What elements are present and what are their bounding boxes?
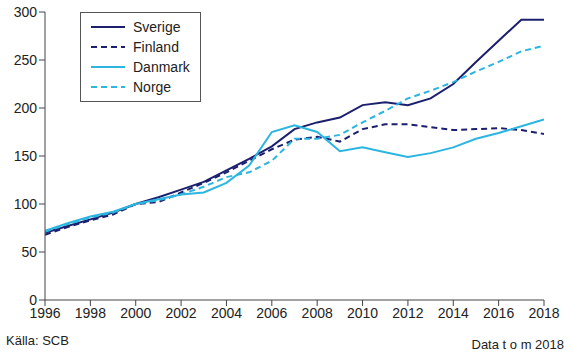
svg-text:2000: 2000 bbox=[120, 305, 151, 321]
svg-text:2006: 2006 bbox=[256, 305, 287, 321]
svg-text:1996: 1996 bbox=[29, 304, 61, 321]
svg-text:200: 200 bbox=[14, 100, 38, 116]
html-text:Finland: Finland bbox=[133, 39, 179, 55]
svg-text:2016: 2016 bbox=[483, 305, 514, 321]
html-text:Norge: Norge bbox=[133, 79, 172, 95]
html-text:Sverige: Sverige bbox=[133, 19, 181, 35]
svg-text:2012: 2012 bbox=[392, 305, 423, 321]
html-text:Källa: SCB: Källa: SCB bbox=[6, 333, 69, 348]
svg-text:2002: 2002 bbox=[166, 305, 197, 321]
svg-text:2018: 2018 bbox=[528, 305, 559, 321]
svg-text:100: 100 bbox=[14, 196, 38, 212]
svg-text:300: 300 bbox=[14, 4, 38, 20]
svg-text:250: 250 bbox=[14, 52, 38, 68]
html-text:Danmark: Danmark bbox=[133, 59, 190, 75]
svg-text:2008: 2008 bbox=[302, 305, 333, 321]
svg-text:1998: 1998 bbox=[75, 305, 106, 321]
svg-text:150: 150 bbox=[14, 148, 38, 164]
svg-text:0: 0 bbox=[29, 292, 37, 308]
svg-text:2004: 2004 bbox=[211, 305, 242, 321]
svg-text:2014: 2014 bbox=[438, 305, 469, 321]
svg-text:2010: 2010 bbox=[347, 305, 378, 321]
html-text:Data t o m 2018: Data t o m 2018 bbox=[471, 337, 564, 352]
svg-text:50: 50 bbox=[21, 244, 37, 260]
